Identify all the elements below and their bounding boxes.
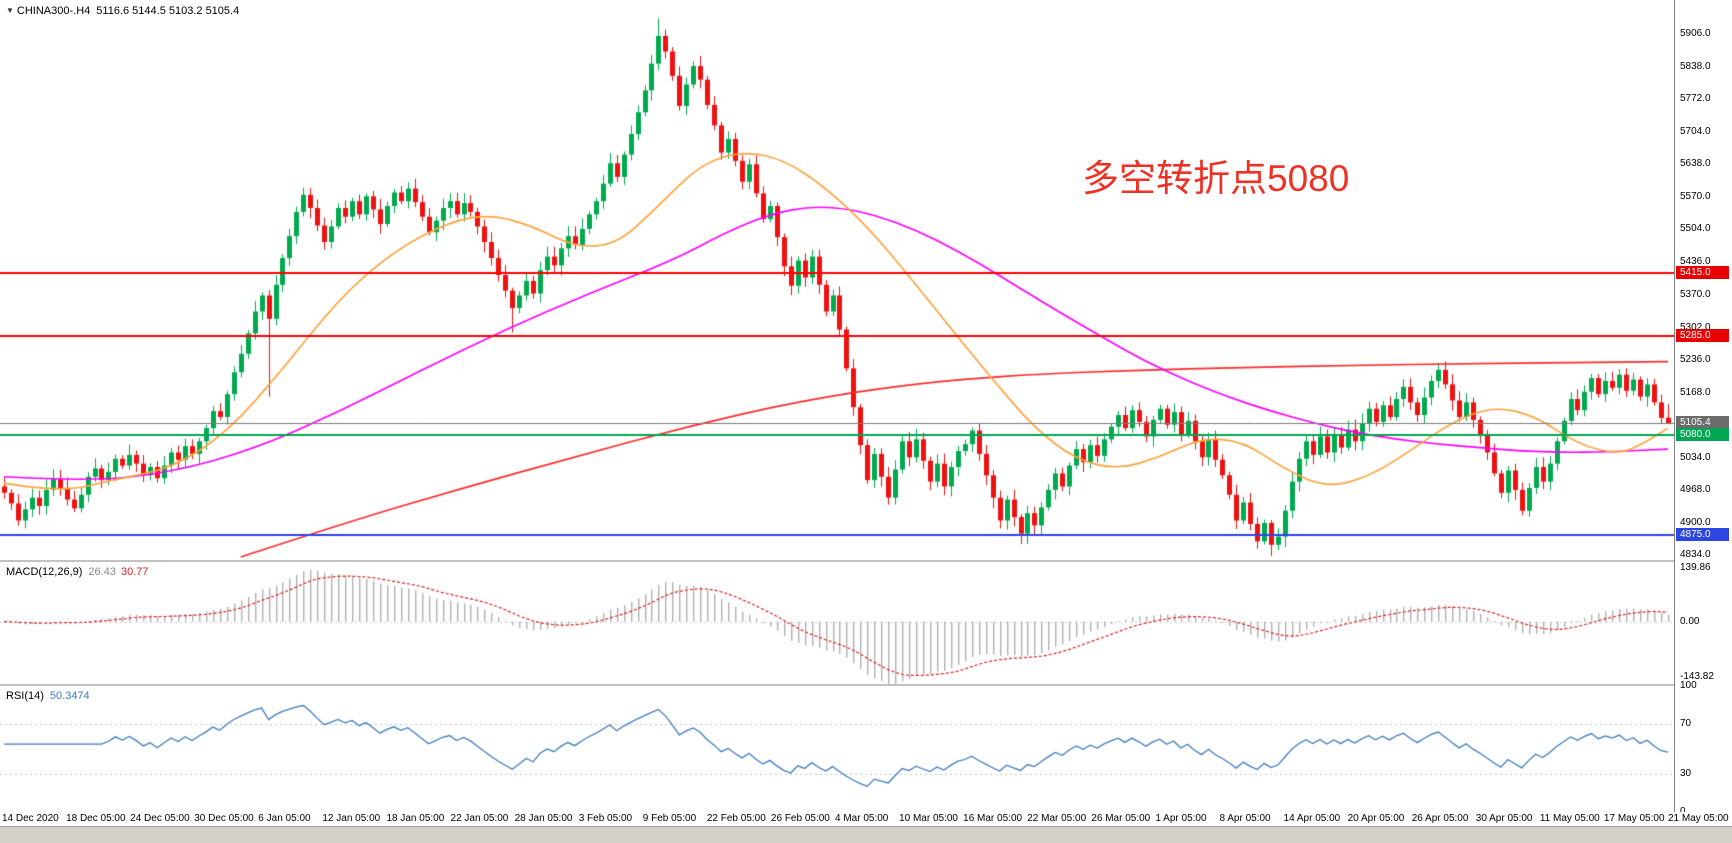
price-tick-label: 5436.0 <box>1680 256 1711 268</box>
time-axis-label: 14 Apr 05:00 <box>1283 813 1341 824</box>
time-axis-label: 20 Apr 05:00 <box>1347 813 1405 824</box>
pane-separator[interactable] <box>0 560 1732 562</box>
rsi-label: RSI(14) 50.3474 <box>6 690 90 702</box>
time-axis-label: 26 Mar 05:00 <box>1091 813 1151 824</box>
macd-label: MACD(12,26,9) 26.43 30.77 <box>6 566 148 578</box>
macd-value: 26.43 <box>88 566 116 578</box>
price-chart-canvas[interactable] <box>0 0 1674 560</box>
time-axis-label: 18 Dec 05:00 <box>66 813 126 824</box>
price-tick-label: 5370.0 <box>1680 288 1711 300</box>
price-tick-label: 5570.0 <box>1680 191 1711 203</box>
price-tick-label: 5302.0 <box>1680 321 1711 333</box>
price-level-badge: 4875.0 <box>1676 528 1729 542</box>
time-axis-label: 24 Dec 05:00 <box>130 813 190 824</box>
time-axis-label: 26 Apr 05:00 <box>1411 813 1469 824</box>
macd-tick-label: 139.86 <box>1680 561 1711 573</box>
price-tick-label: 5168.0 <box>1680 386 1711 398</box>
time-axis[interactable]: 14 Dec 2020 18 Dec 05:00 24 Dec 05:00 30 De… <box>0 812 1732 826</box>
macd-canvas[interactable] <box>0 562 1674 684</box>
price-tick-label: 4900.0 <box>1680 516 1711 528</box>
time-axis-label: 8 Apr 05:00 <box>1219 813 1271 824</box>
symbol-collapse-icon[interactable]: ▼ <box>6 6 14 15</box>
time-axis-label: 3 Feb 05:00 <box>578 813 633 824</box>
time-axis-label: 11 May 05:00 <box>1539 813 1600 824</box>
price-tick-label: 5236.0 <box>1680 353 1711 365</box>
time-axis-label: 4 Mar 05:00 <box>835 813 889 824</box>
time-axis-label: 16 Mar 05:00 <box>963 813 1023 824</box>
ohlc-readout: 5116.6 5144.5 5103.2 5105.4 <box>96 5 240 17</box>
symbol-title: CHINA300-.H4 <box>16 5 91 17</box>
macd-tick-label: -143.82 <box>1680 671 1714 683</box>
time-axis-label: 17 May 05:00 <box>1603 813 1665 824</box>
rsi-tick-label: 0 <box>1680 806 1686 817</box>
pane-separator[interactable] <box>0 684 1732 686</box>
macd-pane: MACD(12,26,9) 26.43 30.77 <box>0 562 1674 684</box>
macd-tick-label: 0.00 <box>1680 615 1700 627</box>
time-axis-label: 22 Jan 05:00 <box>450 813 509 824</box>
time-axis-label: 22 Mar 05:00 <box>1027 813 1087 824</box>
time-axis-label: 21 May 05:00 <box>1668 813 1729 824</box>
time-axis-label: 30 Apr 05:00 <box>1475 813 1533 824</box>
rsi-tick-label: 70 <box>1680 717 1692 729</box>
price-tick-label: 4968.0 <box>1680 483 1711 495</box>
time-axis-label: 10 Mar 05:00 <box>899 813 958 824</box>
price-tick-label: 5034.0 <box>1680 451 1711 463</box>
time-axis-label: 26 Feb 05:00 <box>770 813 830 824</box>
time-axis-label: 18 Jan 05:00 <box>386 813 445 824</box>
time-axis-label: 12 Jan 05:00 <box>322 813 381 824</box>
rsi-tick-label: 100 <box>1680 680 1697 691</box>
price-level-badge: 5080.0 <box>1676 428 1729 442</box>
price-level-badge: 5105.4 <box>1676 416 1729 430</box>
time-axis-label: 14 Dec 2020 <box>2 813 59 824</box>
rsi-tick-label: 30 <box>1680 768 1692 780</box>
rsi-value: 50.3474 <box>49 690 90 702</box>
time-axis-label: 9 Feb 05:00 <box>642 813 697 824</box>
price-tick-label: 4834.0 <box>1680 549 1711 560</box>
time-axis-label: 1 Apr 05:00 <box>1155 813 1207 824</box>
price-scale-axis[interactable]: 5906.0 5838.0 5772.0 5704.0 5638.0 5570.0 5504… <box>1674 0 1732 817</box>
price-tick-label: 5906.0 <box>1680 28 1711 39</box>
rsi-canvas[interactable] <box>0 686 1674 812</box>
rsi-indicator-name: RSI(14) <box>6 690 44 702</box>
symbol-header: ▼ CHINA300-.H4 5116.6 5144.5 5103.2 5105.4 <box>6 5 239 17</box>
macd-indicator-name: MACD(12,26,9) <box>6 566 83 578</box>
price-tick-label: 5638.0 <box>1680 158 1711 170</box>
price-level-badge: 5415.0 <box>1676 265 1729 279</box>
price-tick-label: 5838.0 <box>1680 61 1711 73</box>
price-level-badge: 5285.0 <box>1676 328 1729 342</box>
price-tick-label: 5704.0 <box>1680 126 1711 138</box>
chart-annotation-text[interactable]: 多空转折点5080 <box>1082 158 1350 199</box>
time-axis-label: 6 Jan 05:00 <box>258 813 311 824</box>
price-tick-label: 5772.0 <box>1680 93 1711 105</box>
price-tick-label: 5504.0 <box>1680 223 1711 235</box>
time-axis-label: 30 Dec 05:00 <box>194 813 254 824</box>
time-axis-label: 22 Feb 05:00 <box>706 813 766 824</box>
price-pane: ▼ CHINA300-.H4 5116.6 5144.5 5103.2 5105.4… <box>0 0 1674 560</box>
macd-signal-value: 30.77 <box>120 566 149 578</box>
time-axis-label: 28 Jan 05:00 <box>514 813 573 824</box>
window-bottom-strip <box>0 826 1732 843</box>
rsi-pane: RSI(14) 50.3474 <box>0 686 1674 812</box>
